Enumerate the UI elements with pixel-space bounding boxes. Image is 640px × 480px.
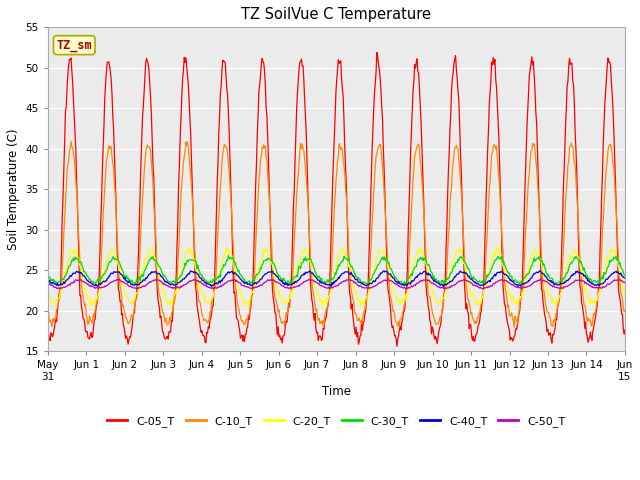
C-30_T [621,273,628,279]
C-50_T [44,279,52,285]
C-50_T [114,277,122,283]
C-50_T [424,278,432,284]
C-40_T [536,268,544,274]
C-10_T [510,324,518,330]
C-05_T [373,49,381,55]
C-20_T [44,289,52,295]
X-axis label: Time: Time [322,384,351,397]
Line: C-50_T: C-50_T [48,279,625,289]
C-40_T [440,284,447,289]
Legend: C-05_T, C-10_T, C-20_T, C-30_T, C-40_T, C-50_T: C-05_T, C-10_T, C-20_T, C-30_T, C-40_T, … [103,412,570,432]
Text: TZ_sm: TZ_sm [56,39,92,52]
C-10_T [67,139,75,144]
C-50_T [203,284,211,289]
C-10_T [173,280,181,286]
Title: TZ SoilVue C Temperature: TZ SoilVue C Temperature [241,7,431,22]
C-40_T [54,283,62,289]
Line: C-05_T: C-05_T [48,52,625,346]
C-20_T [621,290,628,296]
C-10_T [115,257,122,263]
C-10_T [424,292,432,298]
C-20_T [319,304,326,310]
C-30_T [203,278,211,284]
C-50_T [621,279,628,285]
C-05_T [408,108,416,114]
C-20_T [172,289,180,295]
C-50_T [54,286,62,291]
Line: C-10_T: C-10_T [48,142,625,327]
C-40_T [621,275,628,281]
C-30_T [225,252,232,258]
C-05_T [203,329,211,335]
C-05_T [425,308,433,313]
C-20_T [493,244,500,250]
C-20_T [54,296,62,301]
C-30_T [44,272,52,278]
C-05_T [54,302,62,308]
Line: C-30_T: C-30_T [48,255,625,285]
C-40_T [44,277,52,283]
C-20_T [203,300,211,306]
C-20_T [424,275,432,280]
C-40_T [407,281,415,287]
C-05_T [114,260,122,265]
C-50_T [172,285,180,291]
C-20_T [408,273,415,278]
Y-axis label: Soil Temperature (C): Soil Temperature (C) [7,129,20,250]
C-05_T [393,343,401,349]
C-10_T [204,320,211,326]
C-10_T [408,207,415,213]
C-40_T [424,272,431,278]
C-50_T [408,283,415,289]
C-40_T [172,282,180,288]
C-10_T [44,312,52,318]
C-30_T [550,282,558,288]
C-10_T [54,302,62,308]
C-30_T [54,279,62,285]
C-05_T [172,274,180,279]
C-40_T [203,281,211,287]
C-50_T [537,276,545,282]
C-05_T [44,330,52,336]
C-50_T [402,286,410,292]
C-30_T [424,262,432,267]
C-30_T [114,256,122,262]
Line: C-40_T: C-40_T [48,271,625,287]
C-05_T [621,327,628,333]
Line: C-20_T: C-20_T [48,247,625,307]
C-20_T [114,260,122,266]
C-30_T [408,271,415,276]
C-10_T [621,308,628,313]
C-30_T [172,276,180,281]
C-40_T [114,269,122,275]
